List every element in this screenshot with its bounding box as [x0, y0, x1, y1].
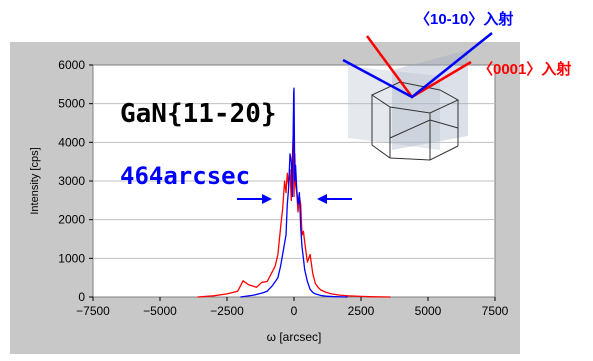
- crystal-diagram: [342, 32, 493, 161]
- y-tick-labels: 0 1000 2000 3000 4000 5000 6000: [58, 58, 85, 304]
- y-tick-label: 5000: [58, 97, 85, 111]
- x-tick-label: 7500: [482, 304, 509, 318]
- x-tick-label: 5000: [415, 304, 442, 318]
- blue-beam: [342, 32, 493, 99]
- fwhm-label: 464arcsec: [120, 162, 250, 190]
- x-axis-label: ω [arcsec]: [267, 330, 322, 344]
- x-tick-label: −5000: [143, 304, 177, 318]
- y-tick-label: 1000: [58, 251, 85, 265]
- y-tick-label: 0: [78, 290, 85, 304]
- x-tick-label: 2500: [348, 304, 375, 318]
- series-line-blue: [240, 87, 348, 298]
- x-tick-label: −7500: [76, 304, 110, 318]
- y-tick-label: 4000: [58, 135, 85, 149]
- y-tick-label: 3000: [58, 174, 85, 188]
- x-tick-label: 0: [291, 304, 298, 318]
- series-line-red: [197, 133, 391, 298]
- y-axis-label: Intensity [cps]: [29, 147, 41, 214]
- label-0001-incidence: 〈0001〉入射: [478, 60, 571, 78]
- x-tick-labels: −7500 −5000 −2500 0 2500 5000 7500: [76, 304, 509, 318]
- fwhm-left-arrow: [237, 194, 272, 204]
- y-tick-label: 6000: [58, 58, 85, 72]
- x-tick-label: −2500: [210, 304, 244, 318]
- y-tick-label: 2000: [58, 213, 85, 227]
- sample-label: GaN{11-20}: [120, 99, 277, 129]
- label-10-10-incidence: 〈10-10〉入射: [415, 10, 513, 28]
- series-group: [197, 87, 391, 298]
- fwhm-right-arrow: [317, 194, 352, 204]
